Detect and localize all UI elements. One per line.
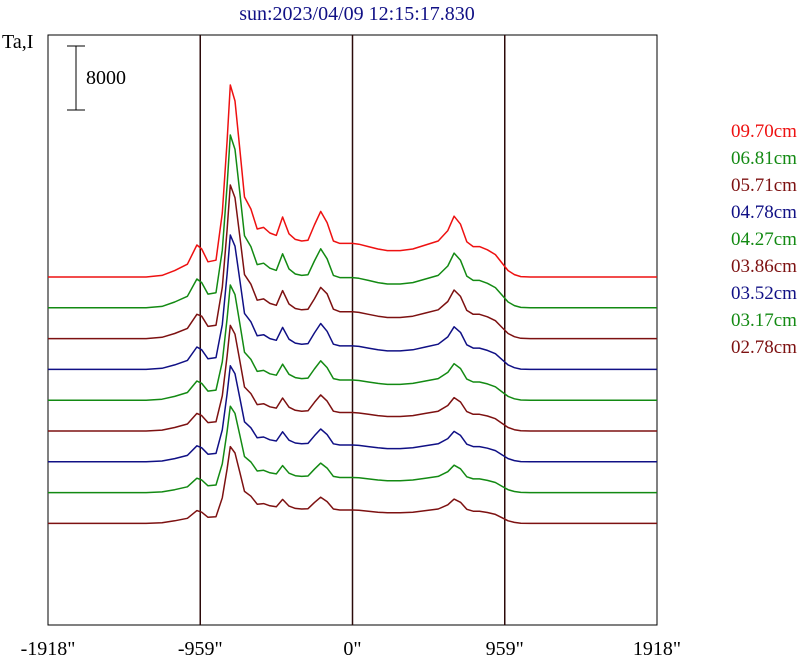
legend-entry: 03.17cm: [731, 310, 797, 331]
x-tick-label: -959": [178, 638, 223, 660]
series-line-06.81cm: [48, 134, 657, 309]
series-line-04.27cm: [48, 284, 657, 401]
series-line-03.52cm: [48, 365, 657, 463]
x-tick-label: 959": [486, 638, 524, 660]
series-line-05.71cm: [48, 184, 657, 340]
legend-entry: 04.27cm: [731, 229, 797, 250]
x-tick-label: -1918": [21, 638, 76, 660]
x-tick-label: 0": [343, 638, 361, 660]
series-line-09.70cm: [48, 84, 657, 278]
chart-title: sun:2023/04/09 12:15:17.830: [239, 3, 475, 25]
legend-entry: 02.78cm: [731, 337, 797, 358]
series-lines: [48, 84, 657, 525]
legend-entry: 06.81cm: [731, 148, 797, 169]
series-line-03.17cm: [48, 405, 657, 494]
scale-bar-label: 8000: [86, 67, 126, 89]
vertical-reference-lines: [199, 35, 506, 625]
legend-entry: 04.78cm: [731, 202, 797, 223]
legend-entry: 03.52cm: [731, 283, 797, 304]
series-line-04.78cm: [48, 234, 657, 371]
x-tick-labels: -1918" -959" 0" 959" 1918": [21, 638, 682, 660]
series-line-02.78cm: [48, 445, 657, 525]
y-axis-label: Ta,I: [2, 31, 33, 53]
legend-entry: 09.70cm: [731, 121, 797, 142]
legend-entry: 05.71cm: [731, 175, 797, 196]
series-line-03.86cm: [48, 324, 657, 432]
scale-bar: 8000: [67, 45, 126, 111]
x-tick-label: 1918": [633, 638, 681, 660]
legend: 09.70cm 06.81cm 05.71cm 04.78cm 04.27cm 03.86…: [731, 121, 797, 358]
legend-entry: 03.86cm: [731, 256, 797, 277]
